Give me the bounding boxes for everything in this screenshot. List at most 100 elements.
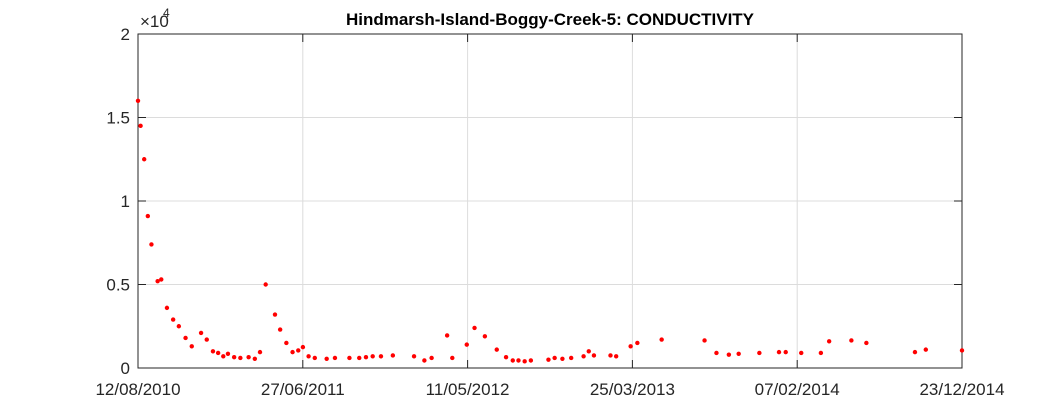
data-point (776, 349, 782, 355)
data-point (324, 356, 329, 362)
data-point (277, 327, 283, 332)
data-point (826, 339, 832, 344)
data-point (296, 348, 301, 353)
data-point (586, 349, 591, 354)
data-point (552, 355, 557, 361)
data-point (357, 355, 362, 361)
data-point (149, 242, 154, 247)
x-tick-labels: 12/08/2010 27/06/2011 11/05/2012 25/03/2013… (95, 380, 1004, 399)
data-point (145, 213, 151, 219)
data-point (510, 358, 515, 363)
data-point (176, 324, 182, 329)
y-tick-labels: 0 0.5 1 1.5 2 (106, 25, 130, 378)
data-point (464, 342, 469, 347)
x-tick-label: 11/05/2012 (426, 380, 510, 399)
data-point (429, 355, 434, 361)
data-point (736, 351, 741, 357)
data-point (849, 338, 854, 343)
data-point (290, 349, 295, 355)
data-point (560, 356, 565, 362)
data-point (363, 354, 369, 360)
data-point (659, 337, 664, 342)
data-point (702, 338, 707, 343)
data-point (726, 352, 732, 357)
data-point (482, 334, 488, 339)
data-point (472, 325, 477, 331)
data-point (613, 354, 619, 359)
y-tick-label: 0.5 (106, 276, 130, 295)
data-point (159, 277, 164, 282)
data-point (189, 344, 194, 349)
data-points (135, 98, 965, 364)
chart-title: Hindmarsh-Island-Boggy-Creek-5: CONDUCTI… (346, 10, 755, 29)
data-point (581, 354, 586, 359)
data-point (635, 340, 640, 346)
data-point (450, 355, 455, 361)
y-scale-exponent: 4 (163, 6, 170, 20)
data-point (263, 282, 268, 287)
data-point (522, 359, 527, 364)
data-point (142, 157, 147, 162)
data-point (959, 348, 965, 353)
data-point (204, 337, 209, 342)
data-point (568, 355, 574, 361)
data-point (783, 349, 788, 355)
data-point (608, 353, 613, 358)
data-point (528, 358, 534, 363)
y-tick-label: 1 (121, 192, 130, 211)
data-point (252, 356, 258, 362)
data-point (591, 353, 597, 358)
data-point (332, 355, 338, 361)
data-point (300, 344, 306, 350)
data-point (170, 317, 176, 322)
data-point (231, 354, 237, 360)
data-point (444, 333, 450, 338)
data-point (912, 349, 918, 355)
grid-lines (138, 34, 962, 368)
data-point (246, 354, 251, 360)
data-point (818, 350, 824, 356)
data-point (312, 355, 317, 361)
x-tick-label: 07/02/2014 (755, 380, 840, 399)
data-point (221, 354, 226, 359)
data-point (284, 340, 289, 346)
y-tick-label: 0 (121, 359, 130, 378)
data-point (257, 349, 263, 355)
data-point (411, 354, 417, 359)
data-point (757, 350, 762, 356)
data-point (799, 350, 804, 356)
data-point (714, 350, 719, 356)
data-point (272, 312, 278, 317)
data-point (503, 354, 509, 360)
data-point (135, 98, 141, 104)
tick-marks (137, 33, 963, 369)
data-point (546, 357, 551, 362)
data-point (215, 350, 221, 356)
data-point (164, 305, 170, 311)
data-point (183, 335, 188, 341)
data-point (628, 344, 633, 349)
x-tick-label: 23/12/2014 (919, 380, 1004, 399)
x-tick-label: 27/06/2011 (261, 380, 345, 399)
data-point (225, 351, 231, 357)
data-point (516, 358, 521, 363)
y-scale-base: ×10 (140, 12, 169, 31)
data-point (198, 330, 204, 336)
y-tick-label: 2 (121, 25, 130, 44)
y-tick-label: 1.5 (106, 109, 130, 128)
x-tick-label: 12/08/2010 (95, 380, 180, 399)
data-point (422, 358, 427, 363)
data-point (210, 349, 216, 354)
data-point (864, 340, 869, 346)
data-point (155, 278, 160, 284)
data-point (378, 354, 384, 359)
data-point (306, 354, 311, 359)
data-point (390, 353, 396, 358)
x-tick-label: 25/03/2013 (590, 380, 675, 399)
data-point (238, 355, 243, 361)
data-point (923, 347, 929, 352)
data-point (494, 347, 499, 352)
data-point (347, 355, 352, 361)
data-point (370, 354, 375, 359)
